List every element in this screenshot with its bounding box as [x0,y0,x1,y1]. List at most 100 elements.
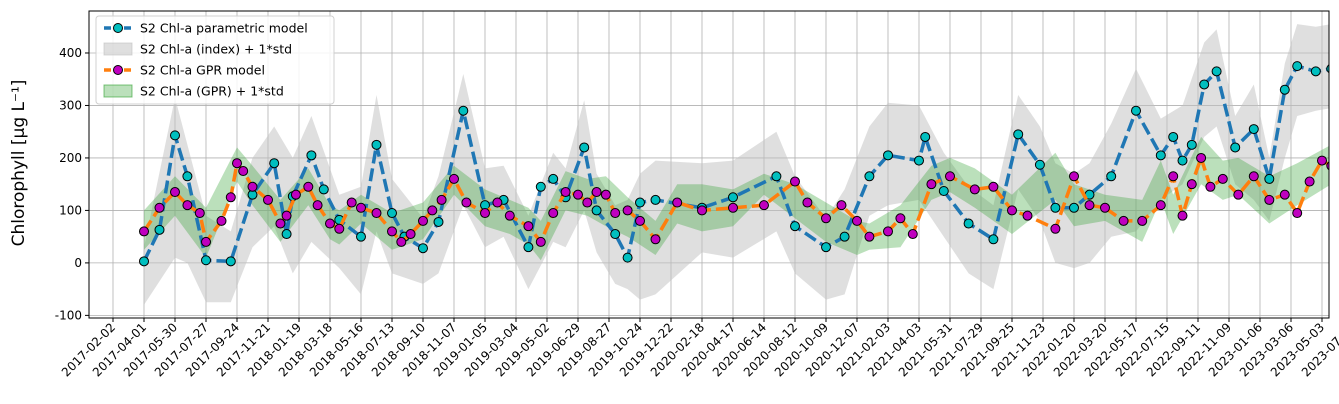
gpr-point [1217,173,1228,184]
parametric-point [1211,66,1222,77]
gpr-point [864,231,875,242]
gpr-point [325,218,335,229]
parametric-point [650,194,661,205]
gpr-point [405,229,416,240]
gpr-point [926,179,937,190]
parametric-point [281,229,292,240]
gpr-point [1118,215,1129,226]
gpr-point [238,166,249,177]
y-tick-label: 300 [59,98,82,112]
parametric-point [579,142,590,153]
gpr-point [427,205,438,216]
gpr-point [548,208,559,219]
parametric-point [182,171,193,182]
gpr-point [396,236,407,247]
gpr-point [1069,171,1079,182]
parametric-point [883,150,893,161]
gpr-point [170,187,180,198]
parametric-point [1106,171,1117,182]
gpr-point [650,234,661,245]
gpr-point [1326,161,1329,171]
gpr-point [232,158,242,169]
parametric-point [1248,124,1259,135]
gpr-point [247,181,258,192]
parametric-point [1050,202,1061,213]
y-tick-label: 0 [74,256,82,270]
parametric-point [356,231,366,242]
gpr-point [334,223,345,234]
gpr-point [728,202,738,213]
gpr-point [560,187,571,198]
legend-box [95,15,335,105]
y-tick-label: 200 [59,151,82,165]
parametric-point [201,255,211,266]
gpr-point [1177,210,1188,221]
gpr-point [1205,181,1216,192]
gpr-point [635,215,645,226]
parametric-point [771,171,782,182]
gpr-point [836,200,847,211]
gpr-point [1304,176,1315,187]
parametric-point [1310,66,1321,77]
plot-frame [88,10,1330,319]
parametric-point [306,150,317,161]
legend-label: S2 Chl-a parametric model [140,21,308,36]
gpr-point [672,197,683,208]
parametric-point [387,208,397,219]
gpr-point [1155,200,1166,211]
gpr-point [154,202,165,213]
gpr-point [139,226,149,237]
gpr-point [988,181,999,192]
parametric-point [622,252,633,263]
gpr-point [371,208,382,219]
gpr-point [312,200,323,211]
index_band-area [144,24,1329,305]
parametric-point [988,234,999,245]
y-tick-label: 100 [59,203,82,217]
gpr-point [346,197,357,208]
parametric-point [418,243,428,254]
gpr-point [790,176,800,187]
parametric-point [458,105,469,116]
y-axis-label: Chlorophyll [μg L⁻¹] [9,80,29,247]
parametric-point [821,242,831,253]
gpr-point [492,197,503,208]
gpr-point [821,213,831,224]
gpr-point [802,197,813,208]
parametric-point [1230,142,1241,153]
legend-band-swatch [103,42,133,56]
gpr-point [1022,210,1033,221]
gpr-point [523,221,534,232]
legend-band-swatch [103,84,133,98]
gpr-point [1248,171,1259,182]
gpr-point [1168,171,1179,182]
gpr-point [1264,194,1275,205]
gpr-point [290,189,301,200]
parametric-point [1131,105,1141,116]
legend: S2 Chl-a parametric model S2 Chl-a (index… [95,15,335,105]
parametric-point [154,224,165,235]
gpr-point [582,197,593,208]
gpr-point [216,215,227,226]
parametric-point [318,184,329,195]
gpr-point [600,189,611,200]
series [139,61,1329,267]
gpr-point [895,213,906,224]
y-tick-label: 400 [59,46,82,60]
legend-label: S2 Chl-a GPR model [140,63,265,78]
gpr-point [1050,223,1061,234]
gpr-point [356,202,366,213]
legend-marker-swatch [113,23,123,33]
parametric-point [1279,84,1290,95]
gpr-point [907,229,918,240]
gpr-point [436,194,447,205]
parametric-point [535,181,546,192]
legend-label: S2 Chl-a (GPR) + 1*std [140,84,284,99]
gpr-point [303,181,314,192]
parametric-point [1292,61,1303,72]
parametric-point [963,218,974,229]
parametric-point [1264,173,1275,184]
gpr-point [387,226,397,237]
parametric-point [1155,150,1166,161]
